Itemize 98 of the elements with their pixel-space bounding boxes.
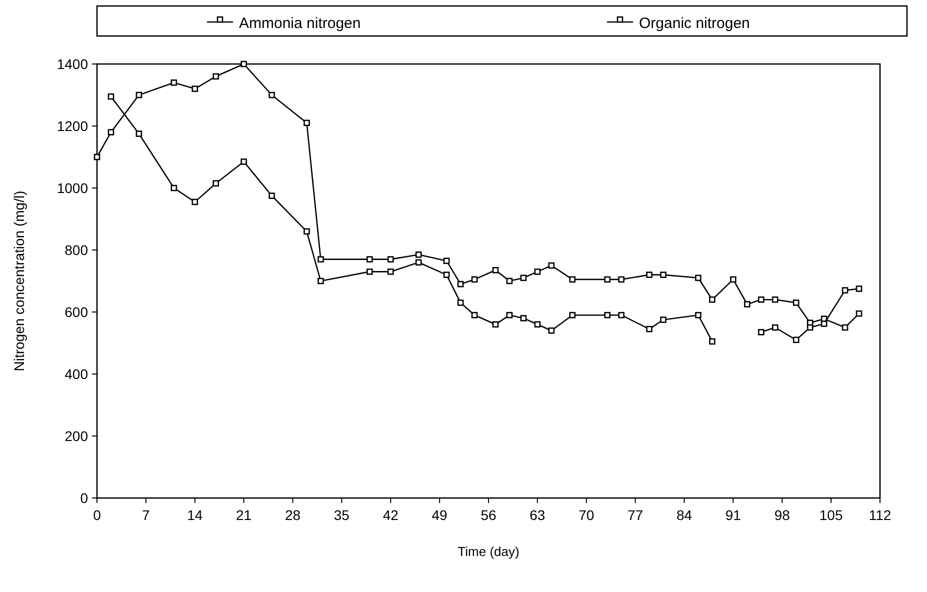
point bbox=[240, 158, 247, 165]
point bbox=[170, 184, 178, 192]
point bbox=[520, 315, 527, 322]
point bbox=[415, 259, 422, 266]
x-tick-label: 28 bbox=[284, 507, 301, 523]
point bbox=[192, 198, 198, 206]
point bbox=[268, 92, 275, 98]
point bbox=[94, 154, 100, 160]
point bbox=[457, 280, 464, 288]
point bbox=[709, 338, 716, 345]
x-tick-label: 84 bbox=[676, 507, 692, 523]
point bbox=[646, 272, 652, 278]
point bbox=[108, 93, 114, 100]
point bbox=[646, 326, 652, 332]
point bbox=[415, 252, 422, 258]
x-tick-label: 42 bbox=[382, 507, 399, 523]
y-tick-label: 1200 bbox=[56, 118, 88, 134]
legend-label: Ammonia nitrogen bbox=[239, 15, 361, 32]
y-tick-label: 200 bbox=[64, 428, 88, 444]
point bbox=[268, 192, 275, 199]
x-tick-label: 77 bbox=[628, 507, 644, 523]
y-tick-label: 1400 bbox=[56, 56, 88, 72]
point bbox=[520, 274, 527, 282]
point bbox=[366, 256, 373, 262]
point bbox=[842, 324, 848, 331]
point bbox=[366, 268, 373, 275]
point bbox=[492, 267, 499, 274]
y-axis-title: Nitrogen concentration (mg/l) bbox=[11, 190, 27, 372]
point bbox=[792, 300, 800, 306]
point bbox=[387, 268, 394, 275]
point bbox=[136, 92, 142, 98]
x-tick-label: 91 bbox=[725, 507, 742, 523]
x-tick-label: 49 bbox=[432, 507, 448, 523]
point bbox=[506, 312, 513, 318]
point bbox=[856, 286, 862, 292]
point bbox=[618, 312, 624, 318]
point bbox=[604, 312, 610, 318]
point bbox=[471, 276, 478, 283]
point bbox=[457, 300, 464, 306]
point bbox=[443, 258, 450, 264]
point bbox=[660, 316, 666, 323]
x-tick-label: 14 bbox=[187, 507, 203, 523]
point bbox=[304, 120, 310, 126]
point bbox=[569, 312, 576, 318]
point bbox=[548, 262, 555, 269]
x-tick-label: 0 bbox=[93, 507, 102, 523]
point bbox=[792, 336, 800, 344]
point bbox=[695, 274, 702, 282]
point bbox=[170, 79, 178, 86]
y-tick-label: 800 bbox=[64, 242, 88, 258]
point bbox=[387, 256, 394, 262]
point bbox=[806, 324, 814, 331]
x-tick-label: 21 bbox=[236, 507, 252, 523]
point bbox=[758, 329, 764, 336]
point bbox=[842, 287, 848, 294]
point bbox=[695, 312, 702, 318]
point bbox=[506, 278, 513, 284]
point bbox=[820, 320, 828, 327]
point bbox=[772, 324, 778, 331]
point bbox=[212, 73, 219, 80]
y-tick-label: 600 bbox=[64, 304, 88, 320]
point bbox=[548, 327, 555, 334]
point bbox=[758, 296, 764, 303]
x-tick-label: 98 bbox=[774, 507, 790, 523]
x-tick-label: 63 bbox=[530, 507, 546, 523]
x-axis-title: Time (day) bbox=[458, 544, 520, 559]
point bbox=[304, 228, 310, 235]
point bbox=[471, 312, 478, 318]
point bbox=[730, 276, 736, 283]
x-tick-label: 35 bbox=[334, 507, 350, 523]
point bbox=[604, 276, 610, 283]
point bbox=[569, 276, 576, 283]
point bbox=[212, 180, 219, 186]
y-tick-label: 0 bbox=[80, 490, 88, 506]
point bbox=[856, 310, 862, 317]
point bbox=[618, 276, 624, 283]
x-tick-label: 112 bbox=[868, 507, 892, 523]
point bbox=[192, 86, 198, 92]
point bbox=[709, 296, 716, 303]
x-tick-label: 105 bbox=[819, 507, 843, 523]
x-tick-label: 7 bbox=[142, 507, 150, 523]
point bbox=[318, 256, 324, 262]
point bbox=[443, 272, 450, 278]
point bbox=[744, 301, 750, 308]
point bbox=[534, 268, 541, 275]
y-tick-label: 400 bbox=[64, 366, 88, 382]
point bbox=[660, 272, 666, 278]
point bbox=[772, 296, 778, 303]
y-tick-label: 1000 bbox=[56, 180, 88, 196]
point bbox=[318, 278, 324, 284]
point bbox=[108, 129, 114, 136]
point bbox=[240, 60, 247, 68]
x-tick-label: 70 bbox=[578, 507, 594, 523]
x-tick-label: 56 bbox=[480, 507, 496, 523]
point bbox=[136, 130, 142, 137]
point bbox=[534, 321, 541, 328]
legend-label: Organic nitrogen bbox=[639, 15, 750, 32]
point bbox=[492, 321, 499, 328]
